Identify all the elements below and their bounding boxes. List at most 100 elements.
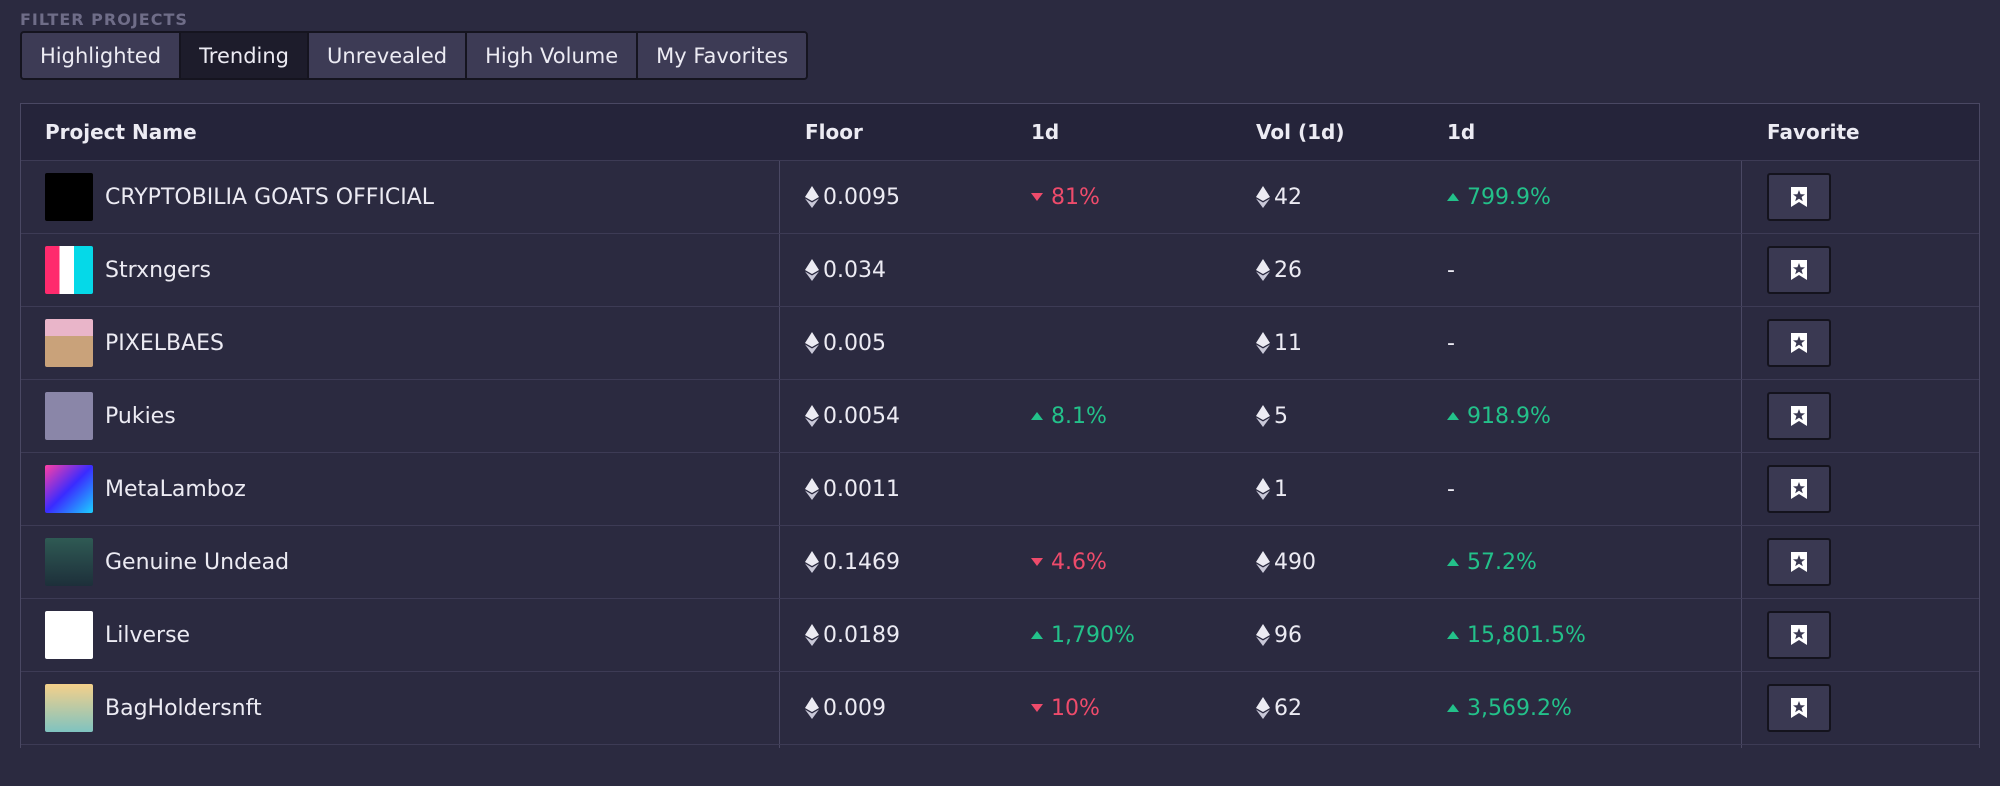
ethereum-icon — [1256, 405, 1270, 427]
project-avatar — [45, 465, 93, 513]
table-row[interactable]: Genuine Undead 0.1469 4.6% 490 57.2% — [21, 526, 1979, 599]
volume-change-value: 799.9% — [1467, 184, 1551, 210]
favorite-button[interactable] — [1767, 319, 1831, 367]
volume-cell: 26 — [1256, 234, 1302, 306]
volume-change-value: 918.9% — [1467, 403, 1551, 429]
ethereum-icon — [1256, 697, 1270, 719]
floor-change-value: 4.6% — [1051, 549, 1107, 575]
table-row[interactable]: PIXELBAES 0.005 11 - — [21, 307, 1979, 380]
project-name-cell[interactable]: Pukies — [45, 380, 176, 452]
project-name-cell[interactable]: BagHoldersnft — [45, 672, 262, 744]
table-row[interactable]: Strxngers 0.034 26 - — [21, 234, 1979, 307]
project-name[interactable]: CRYPTOBILIA GOATS OFFICIAL — [105, 184, 435, 210]
header-volume-change-1d[interactable]: 1d — [1447, 120, 1476, 144]
ethereum-icon — [805, 478, 819, 500]
project-name[interactable]: MetaLamboz — [105, 476, 246, 502]
volume-change-value: 3,569.2% — [1467, 695, 1572, 721]
favorite-button[interactable] — [1767, 246, 1831, 294]
floor-value: 0.0189 — [823, 622, 900, 648]
floor-change-value: 10% — [1051, 695, 1100, 721]
projects-table: Project Name Floor 1d Vol (1d) 1d Favori… — [20, 103, 1980, 748]
triangle-up-icon — [1031, 412, 1043, 420]
favorite-button[interactable] — [1767, 465, 1831, 513]
floor-change-cell: 10% — [1031, 672, 1100, 744]
project-name[interactable]: Lilverse — [105, 622, 191, 648]
table-row[interactable]: Lilverse 0.0189 1,790% 96 15,801.5% — [21, 599, 1979, 672]
header-floor-change-1d[interactable]: 1d — [1031, 120, 1060, 144]
floor-cell: 0.0095 — [805, 161, 900, 233]
header-floor[interactable]: Floor — [805, 120, 863, 144]
floor-cell: 0.005 — [805, 307, 886, 379]
ethereum-icon — [805, 332, 819, 354]
favorite-button[interactable] — [1767, 684, 1831, 732]
volume-change-value: 57.2% — [1467, 549, 1537, 575]
tab-trending[interactable]: Trending — [181, 33, 310, 78]
project-name[interactable]: Strxngers — [105, 257, 212, 283]
volume-change-cell: 918.9% — [1447, 380, 1551, 452]
ethereum-icon — [805, 697, 819, 719]
volume-change-cell: - — [1447, 453, 1455, 525]
project-name-cell[interactable]: Strxngers — [45, 234, 211, 306]
favorite-button[interactable] — [1767, 538, 1831, 586]
header-project-name[interactable]: Project Name — [45, 120, 197, 144]
bookmark-star-icon — [1790, 697, 1808, 719]
project-name-cell[interactable]: CRYPTOBILIA GOATS OFFICIAL — [45, 161, 434, 233]
favorite-button[interactable] — [1767, 173, 1831, 221]
favorite-cell — [1767, 380, 1831, 452]
favorite-button[interactable] — [1767, 611, 1831, 659]
floor-cell: 0.009 — [805, 672, 886, 744]
triangle-down-icon — [1031, 558, 1043, 566]
bookmark-star-icon — [1790, 405, 1808, 427]
volume-change-cell: 799.9% — [1447, 161, 1551, 233]
favorite-cell — [1767, 526, 1831, 598]
ethereum-icon — [1256, 478, 1270, 500]
ethereum-icon — [805, 259, 819, 281]
project-name[interactable]: PIXELBAES — [105, 330, 224, 356]
project-name[interactable]: Genuine Undead — [105, 549, 290, 575]
favorite-cell — [1767, 599, 1831, 671]
project-name-cell[interactable]: PIXELBAES — [45, 307, 224, 379]
floor-value: 0.0054 — [823, 403, 900, 429]
ethereum-icon — [1256, 259, 1270, 281]
volume-cell: 1 — [1256, 453, 1288, 525]
floor-change-cell: 81% — [1031, 161, 1100, 233]
table-row[interactable]: CRYPTOBILIA GOATS OFFICIAL 0.0095 81% 42… — [21, 161, 1979, 234]
table-row[interactable]: Pukies 0.0054 8.1% 5 918.9% — [21, 380, 1979, 453]
project-name-cell[interactable]: Lilverse — [45, 599, 190, 671]
volume-cell: 62 — [1256, 672, 1302, 744]
table-header-row: Project Name Floor 1d Vol (1d) 1d Favori… — [21, 104, 1979, 161]
project-name[interactable]: Pukies — [105, 403, 176, 429]
volume-change-cell: 15,801.5% — [1447, 599, 1586, 671]
favorite-cell — [1767, 672, 1831, 744]
floor-value: 0.005 — [823, 330, 886, 356]
project-name[interactable]: BagHoldersnft — [105, 695, 262, 721]
floor-change-value: 8.1% — [1051, 403, 1107, 429]
header-volume-1d[interactable]: Vol (1d) — [1256, 120, 1345, 144]
table-row[interactable]: MetaLamboz 0.0011 1 - — [21, 453, 1979, 526]
tab-high-volume[interactable]: High Volume — [467, 33, 639, 78]
volume-value: 26 — [1274, 257, 1302, 283]
header-favorite: Favorite — [1767, 120, 1860, 144]
tab-my-favorites[interactable]: My Favorites — [638, 33, 807, 78]
favorite-button[interactable] — [1767, 392, 1831, 440]
project-avatar — [45, 392, 93, 440]
filter-tabs: Highlighted Trending Unrevealed High Vol… — [20, 31, 809, 80]
project-avatar — [45, 611, 93, 659]
bookmark-star-icon — [1790, 332, 1808, 354]
volume-change-value: - — [1447, 330, 1455, 356]
favorite-cell — [1767, 161, 1831, 233]
table-row[interactable]: BagHoldersnft 0.009 10% 62 3,569.2% — [21, 672, 1979, 745]
project-name-cell[interactable]: MetaLamboz — [45, 453, 246, 525]
triangle-up-icon — [1447, 704, 1459, 712]
triangle-down-icon — [1031, 704, 1043, 712]
tab-unrevealed[interactable]: Unrevealed — [309, 33, 468, 78]
bookmark-star-icon — [1790, 551, 1808, 573]
tab-highlighted[interactable]: Highlighted — [22, 33, 182, 78]
ethereum-icon — [1256, 332, 1270, 354]
volume-value: 490 — [1274, 549, 1316, 575]
ethereum-icon — [805, 186, 819, 208]
floor-value: 0.0095 — [823, 184, 900, 210]
ethereum-icon — [805, 551, 819, 573]
floor-cell: 0.1469 — [805, 526, 900, 598]
project-name-cell[interactable]: Genuine Undead — [45, 526, 289, 598]
